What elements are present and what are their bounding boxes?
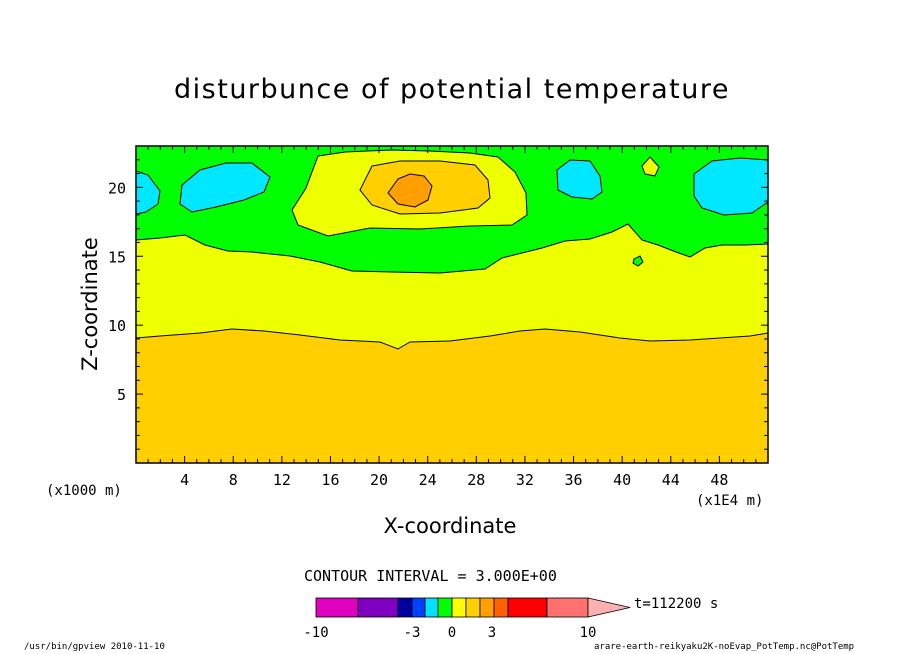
footer-filename: arare-earth-reikyaku2K-noEvap_PotTemp.nc… (594, 642, 855, 652)
contour-interval-label: CONTOUR INTERVAL = 3.000E+00 (304, 567, 557, 585)
cold-cell-left-edge (136, 170, 161, 215)
x-tick-label: 20 (370, 471, 388, 489)
x-tick-label: 16 (321, 471, 339, 489)
x-tick-label: 48 (710, 471, 728, 489)
colorbar-label: -10 (303, 625, 328, 641)
x-unit-note: (x1000 m) (46, 483, 122, 499)
colorbar-label: 0 (448, 625, 456, 641)
x-tick-label: 24 (419, 471, 437, 489)
colorbar-segment (493, 597, 509, 618)
colorbar-segment (479, 597, 495, 618)
x-scale-note: (x1E4 m) (696, 493, 764, 509)
warm-spot-small (641, 156, 660, 177)
contour-field (136, 146, 768, 463)
x-tick-label: 40 (613, 471, 631, 489)
x-tick-label: 28 (467, 471, 485, 489)
y-tick-label: 5 (117, 386, 126, 404)
y-tick-labels: 5 10 15 20 (108, 179, 126, 404)
footer-program-date: /usr/bin/gpview 2010-11-10 (24, 642, 165, 652)
x-tick-label: 36 (565, 471, 583, 489)
axis-ticks (136, 146, 768, 463)
colorbar-segment (357, 597, 399, 618)
chart-title: disturbunce of potential temperature (174, 74, 730, 105)
y-axis-label: Z-coordinate (78, 237, 102, 371)
colorbar-segment (465, 597, 481, 618)
colorbar-segment (315, 597, 359, 618)
colorbar-label: -3 (404, 625, 421, 641)
x-tick-label: 8 (229, 471, 238, 489)
cold-cell-a (179, 162, 271, 213)
y-tick-label: 15 (108, 248, 126, 266)
cold-spot-small (632, 255, 644, 267)
colorbar-extension (587, 597, 631, 618)
y-tick-label: 20 (108, 179, 126, 197)
y-tick-label: 10 (108, 317, 126, 335)
x-axis-label: X-coordinate (383, 514, 517, 538)
x-tick-labels: 4 8 12 16 20 24 28 32 36 40 44 48 (180, 471, 728, 489)
x-tick-label: 32 (516, 471, 534, 489)
colorbar-segment (451, 597, 467, 618)
colorbar-segment (507, 597, 548, 618)
colorbar-segment (397, 597, 413, 618)
colorbar-label: 3 (488, 625, 496, 641)
colorbar-segment (546, 597, 589, 618)
x-tick-label: 4 (180, 471, 189, 489)
colorbar-labels: -10 -3 0 3 10 (303, 625, 596, 641)
x-tick-label: 44 (662, 471, 680, 489)
warm-peak-region (387, 173, 433, 208)
colorbar-segment (411, 597, 426, 618)
colorbar-segment (424, 597, 439, 618)
cold-cell-right (693, 157, 768, 216)
time-label: t=112200 s (634, 596, 719, 612)
colorbar-segment (437, 597, 453, 618)
cold-cell-b (556, 159, 603, 200)
colorbar-label: 10 (580, 625, 597, 641)
colorbar (315, 597, 631, 618)
x-tick-label: 12 (273, 471, 291, 489)
